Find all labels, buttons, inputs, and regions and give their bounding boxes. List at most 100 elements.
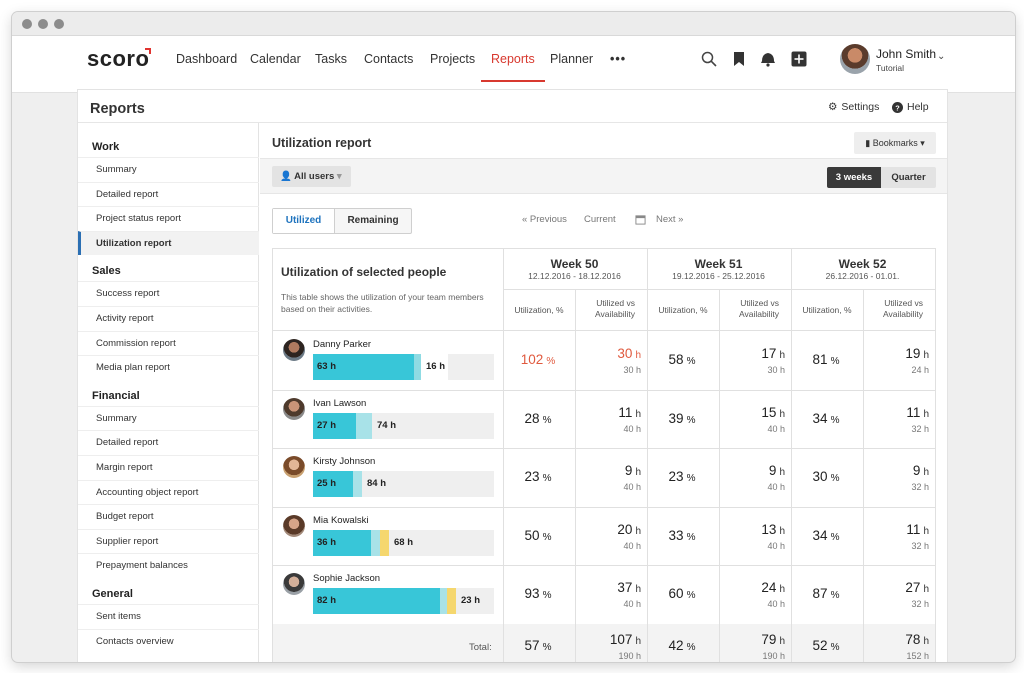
add-icon[interactable] <box>791 51 807 67</box>
nav-contacts[interactable]: Contacts <box>364 52 414 66</box>
hours-value: 20 <box>617 521 633 537</box>
table-column-divider <box>575 289 576 662</box>
user-name[interactable]: John Smith <box>876 47 937 61</box>
gear-icon: ⚙ <box>828 101 838 113</box>
alert-icon[interactable] <box>760 51 776 67</box>
sidebar-item-summary[interactable]: Summary <box>78 157 259 181</box>
utilized-vs-availability: 11 h 40 h <box>585 404 641 434</box>
percent-value: 102 <box>520 352 544 367</box>
scoro-logo[interactable]: scoro <box>87 46 150 71</box>
tab-remaining[interactable]: Remaining <box>347 215 399 226</box>
sidebar-item-contacts-overview[interactable]: Contacts overview <box>78 628 259 653</box>
settings-link[interactable]: ⚙ Settings <box>828 101 879 113</box>
sidebar-item-accounting-object-report[interactable]: Accounting object report <box>78 479 259 504</box>
tab-utilized[interactable]: Utilized <box>273 209 335 233</box>
hours-value: 17 <box>761 346 777 361</box>
sidebar-item-detailed-report[interactable]: Detailed report <box>78 181 259 206</box>
sidebar-item-margin-report[interactable]: Margin report <box>78 455 259 479</box>
utilization-percent: 81% <box>790 352 862 367</box>
bookmarks-button[interactable]: ▮ Bookmarks ▾ <box>854 132 936 154</box>
table-row[interactable]: Sophie Jackson 82 h 23 h 93% 37 h 40 h 60% 24 h 40… <box>273 565 935 623</box>
utilized-vs-availability: 107 h 190 h <box>585 631 641 661</box>
hours-value: 9 <box>624 463 633 479</box>
hours-unit: h <box>635 408 641 420</box>
sidebar-item-prepayment-balances[interactable]: Prepayment balances <box>78 553 259 577</box>
availability-value: 40 h <box>623 540 641 551</box>
period-3-weeks[interactable]: 3 weeks <box>827 167 881 188</box>
hours-unit: h <box>635 584 641 596</box>
bookmark-icon[interactable] <box>731 51 747 67</box>
percent-value: 50 <box>524 527 540 543</box>
report-title: Utilization report <box>272 136 372 150</box>
percent-unit: % <box>686 642 696 653</box>
chevron-down-icon[interactable]: ⌄ <box>937 51 946 62</box>
svg-text:?: ? <box>895 103 900 112</box>
nav-projects[interactable]: Projects <box>430 52 476 66</box>
person-name: Sophie Jackson <box>313 573 381 585</box>
sidebar-item-project-status-report[interactable]: Project status report <box>78 206 259 230</box>
nav-tasks[interactable]: Tasks <box>315 52 347 66</box>
table-row[interactable]: Mia Kowalski 36 h 68 h 50% 20 h 40 h 33% 13 h 40 h… <box>273 507 935 565</box>
table-row[interactable]: Kirsty Johnson 25 h 84 h 23% 9 h 40 h 23% 9 h 40 h… <box>273 448 935 506</box>
window-zoom-dot[interactable] <box>54 19 64 29</box>
utilization-bar: 82 h 23 h <box>313 588 494 615</box>
table-column-divider <box>863 289 864 662</box>
help-link[interactable]: ? Help <box>892 101 929 113</box>
header-divider <box>273 330 935 331</box>
calendar-icon[interactable] <box>635 214 646 225</box>
total-hours-label: 74 h <box>377 419 397 431</box>
sidebar-item-commission-report[interactable]: Commission report <box>78 330 259 355</box>
nav-calendar[interactable]: Calendar <box>250 52 301 66</box>
utilized-vs-availability: 19 h 24 h <box>873 345 929 375</box>
sidebar-item-summary[interactable]: Summary <box>78 405 259 430</box>
user-avatar[interactable] <box>840 44 870 74</box>
availability-value: 32 h <box>911 482 929 493</box>
previous-link[interactable]: « Previous <box>522 214 567 225</box>
hours-unit: h <box>635 467 641 479</box>
sidebar-group-financial: Financial <box>92 389 140 402</box>
availability-value: 40 h <box>623 599 641 610</box>
period-quarter[interactable]: Quarter <box>881 167 936 188</box>
sidebar-item-budget-report[interactable]: Budget report <box>78 504 259 528</box>
table-row[interactable]: Danny Parker 63 h 16 h 102% 30 h 30 h 58% 17 h 30 … <box>273 331 935 389</box>
week-title: Week 51 <box>694 257 743 271</box>
sidebar-item-detailed-report[interactable]: Detailed report <box>78 430 259 454</box>
table-total-row: Total: 57% 107 h 190 h 42% 79 h 190 h 52% 78 h 152 h <box>273 624 935 662</box>
window-close-dot[interactable] <box>22 19 32 29</box>
settings-label: Settings <box>841 101 880 113</box>
availability-value: 152 h <box>906 651 929 661</box>
sidebar-group-general: General <box>92 588 133 600</box>
hours-value: 9 <box>768 463 777 479</box>
sidebar-item-success-report[interactable]: Success report <box>78 281 259 305</box>
availability-value: 32 h <box>911 599 929 610</box>
next-link[interactable]: Next » <box>656 214 684 225</box>
sidebar-item-media-plan-report[interactable]: Media plan report <box>78 355 259 379</box>
hours-unit: h <box>923 467 929 479</box>
row-divider <box>273 565 935 567</box>
availability-value: 40 h <box>623 482 641 493</box>
browser-window: scoro Dashboard Calendar Tasks Contacts Proj… <box>12 12 1015 662</box>
sidebar-item-sent-items[interactable]: Sent items <box>78 604 259 628</box>
nav-more[interactable]: ••• <box>610 52 627 66</box>
percent-value: 30 <box>812 469 828 485</box>
nav-dashboard[interactable]: Dashboard <box>176 52 238 66</box>
column-availability-header: Utilized vs Availability <box>594 298 635 319</box>
window-minimize-dot[interactable] <box>38 19 48 29</box>
search-icon[interactable] <box>701 51 717 67</box>
sidebar-item-activity-report[interactable]: Activity report <box>78 306 259 330</box>
app-header: scoro Dashboard Calendar Tasks Contacts Proj… <box>12 36 1015 93</box>
current-link[interactable]: Current <box>584 214 616 225</box>
availability-value: 190 h <box>618 651 641 661</box>
nav-reports[interactable]: Reports <box>481 36 545 82</box>
hours-unit: h <box>923 350 929 361</box>
table-column-divider <box>791 624 792 662</box>
nav-planner[interactable]: Planner <box>550 52 594 66</box>
all-users-dropdown[interactable]: 👤 All users ▾ <box>272 166 351 187</box>
help-icon: ? <box>892 101 903 113</box>
week-dates: 26.12.2016 - 01.01. <box>825 271 900 281</box>
sidebar-item-supplier-report[interactable]: Supplier report <box>78 528 259 553</box>
help-label: Help <box>907 101 929 113</box>
sidebar-item-utilization-report[interactable]: Utilization report <box>78 230 259 255</box>
availability-value: 40 h <box>623 423 641 434</box>
